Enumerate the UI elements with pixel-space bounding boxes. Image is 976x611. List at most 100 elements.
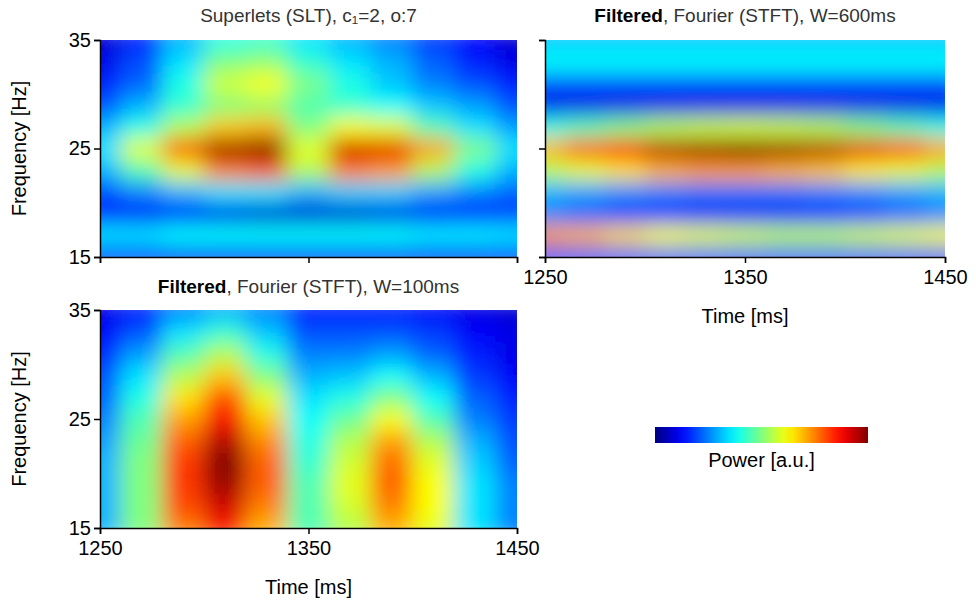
heatmap-cell xyxy=(565,202,606,225)
tick-mark xyxy=(94,40,100,42)
heatmap-cell xyxy=(204,473,247,496)
heatmap-cell xyxy=(100,495,121,518)
tick: 35 xyxy=(69,29,100,51)
heatmap-cell xyxy=(245,364,288,387)
tick xyxy=(539,149,545,150)
heatmap-cell xyxy=(412,386,455,409)
heatmap-cell xyxy=(287,115,330,138)
heatmap-cell xyxy=(545,224,566,247)
axis-line xyxy=(539,41,546,258)
heatmap-cell xyxy=(245,137,288,160)
heatmap-cell xyxy=(605,72,646,95)
heatmap-cell xyxy=(565,159,606,182)
heatmap-cell xyxy=(287,429,330,452)
heatmap-cell xyxy=(287,181,330,204)
heatmap-cell xyxy=(725,181,766,204)
heatmap-cell xyxy=(120,137,163,160)
heatmap-cell xyxy=(120,40,163,51)
heatmap-cell xyxy=(162,72,205,95)
heatmap-cell xyxy=(120,451,163,474)
heatmap-cell xyxy=(245,72,288,95)
heatmap-cell xyxy=(645,159,686,182)
heatmap-cell xyxy=(162,159,205,182)
heatmap-cell xyxy=(162,50,205,73)
heatmap-cell xyxy=(885,94,926,117)
heatmap-cell xyxy=(371,386,414,409)
heatmap-cell xyxy=(454,40,497,51)
heatmap-cell xyxy=(245,115,288,138)
heatmap-cell xyxy=(685,72,726,95)
heatmap-cell xyxy=(204,429,247,452)
heatmap-cell xyxy=(120,517,163,528)
heatmap-cell xyxy=(162,224,205,247)
heatmap-cell xyxy=(412,115,455,138)
heatmap-cell xyxy=(454,246,497,257)
heatmap-cell xyxy=(685,246,726,257)
tick-label: 35 xyxy=(69,29,91,51)
y-axis-title: Frequency [Hz] xyxy=(8,351,30,487)
tick: 15 xyxy=(69,517,100,539)
heatmap-cell xyxy=(925,246,946,257)
heatmap-cell xyxy=(162,94,205,117)
heatmap-cell xyxy=(845,137,886,160)
heatmap-cell xyxy=(204,50,247,73)
heatmap-cell xyxy=(845,40,886,51)
heatmap-cell xyxy=(245,246,288,257)
heatmap-cell xyxy=(329,202,372,225)
heatmap-cell xyxy=(725,159,766,182)
heatmap-cell xyxy=(287,310,330,321)
heatmap-cell xyxy=(204,202,247,225)
heatmap-cell xyxy=(454,310,497,321)
heatmap-cell xyxy=(885,202,926,225)
heatmap-cell xyxy=(120,429,163,452)
heatmap-cell xyxy=(371,320,414,343)
heatmap-cell xyxy=(371,342,414,365)
heatmap-cell xyxy=(204,246,247,257)
heatmap-cell xyxy=(454,342,497,365)
heatmap-cell xyxy=(685,115,726,138)
heatmap-cell xyxy=(454,181,497,204)
heatmap-cell xyxy=(412,473,455,496)
heatmap-cell xyxy=(645,202,686,225)
heatmap-cell xyxy=(245,40,288,51)
heatmap-cell xyxy=(162,342,205,365)
panel: 152535Superlets (SLT), c₁=2, o:7Frequenc… xyxy=(8,5,538,268)
tick-label: 1350 xyxy=(723,266,768,288)
heatmap-cell xyxy=(412,364,455,387)
heatmap-cell xyxy=(845,115,886,138)
heatmap-cell xyxy=(329,50,372,73)
heatmap-cell xyxy=(685,50,726,73)
heatmap-cell xyxy=(100,429,121,452)
heatmap-cell xyxy=(100,181,121,204)
heatmap-cell xyxy=(100,320,121,343)
heatmap-cell xyxy=(412,246,455,257)
heatmap-cell xyxy=(454,451,497,474)
heatmap-cell xyxy=(329,364,372,387)
tick-mark xyxy=(94,419,100,421)
heatmap-cell xyxy=(329,429,372,452)
heatmap-cell xyxy=(371,364,414,387)
tick-mark xyxy=(539,148,545,150)
heatmap-cell xyxy=(245,429,288,452)
tick-label: 1250 xyxy=(78,537,123,559)
heatmap-cell xyxy=(496,94,517,117)
heatmap-cell xyxy=(412,159,455,182)
heatmap-cell xyxy=(496,159,517,182)
tick: 35 xyxy=(69,299,100,321)
heatmap-cell xyxy=(496,137,517,160)
heatmap-cell xyxy=(100,202,121,225)
heatmap-cell xyxy=(545,202,566,225)
heatmap-cell xyxy=(412,181,455,204)
heatmap-cell xyxy=(287,495,330,518)
heatmap-cell xyxy=(412,451,455,474)
tick-label: 1450 xyxy=(923,266,968,288)
heatmap-cell xyxy=(845,50,886,73)
heatmap-cell xyxy=(204,342,247,365)
heatmap-cell xyxy=(454,94,497,117)
heatmap-cell xyxy=(287,342,330,365)
heatmap-cell xyxy=(605,224,646,247)
heatmap-cell xyxy=(545,94,566,117)
heatmap-cell xyxy=(765,72,806,95)
heatmap-cell xyxy=(204,310,247,321)
heatmap-cell xyxy=(287,202,330,225)
